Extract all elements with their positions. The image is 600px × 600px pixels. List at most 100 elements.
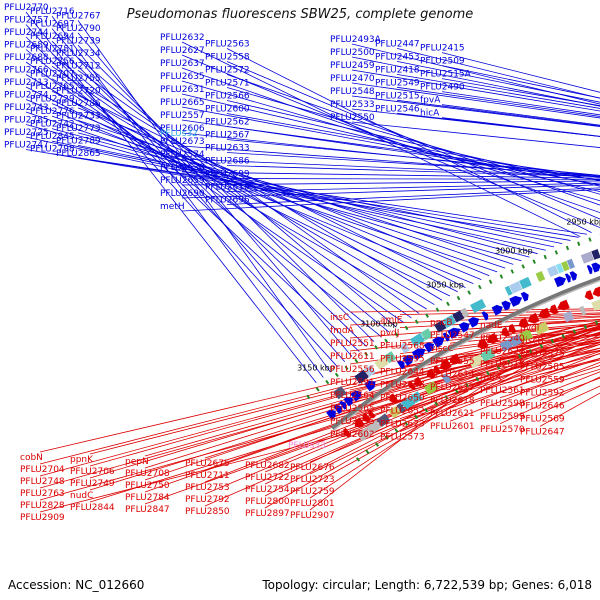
gene-label: PFLU2574: [160, 150, 205, 160]
gene-label: PFLU2675: [185, 459, 230, 469]
gene-label: metH: [160, 202, 185, 212]
gene-label: PFLU2774: [4, 91, 49, 101]
gene-label: PFLU2447: [375, 39, 420, 49]
gene-label: PFLU2637: [160, 59, 205, 69]
gene-feature: [534, 321, 550, 335]
leader-line: [77, 32, 353, 357]
gene-label: PFLU2750: [125, 481, 170, 491]
leader-line: [441, 52, 600, 93]
rna-label-forward: PFLUs32: [160, 129, 198, 139]
leader-line: [226, 113, 600, 182]
gene-feature: [411, 348, 426, 360]
leader-line: [51, 103, 482, 280]
gene-label: PFLU2558: [205, 53, 250, 63]
leader-line: [51, 65, 412, 319]
gene-label: PFLU2690: [160, 189, 205, 199]
gene-feature: [518, 317, 530, 329]
gene-feature: [591, 299, 600, 312]
gene-feature: [564, 273, 571, 283]
gene-label: PFLU2614: [430, 370, 475, 380]
leader-line: [539, 385, 600, 414]
gene-feature: [376, 413, 391, 427]
gene-feature: [508, 323, 517, 334]
gene-feature: [433, 365, 442, 375]
gene-feature: [554, 276, 567, 288]
gene-label: PFLU2623: [380, 420, 425, 430]
gene-label: PFLU2599: [480, 412, 525, 422]
leader-line: [25, 99, 474, 284]
leader-line: [499, 371, 600, 412]
gene-label: PFLU2659: [160, 176, 205, 186]
gene-feature: [410, 391, 423, 404]
gene-label: PFLU2598: [480, 399, 525, 409]
gene-feature: [549, 304, 559, 315]
gene-label: PFLU2748: [20, 477, 65, 487]
gene-label: PFLU2568: [380, 342, 425, 352]
gene-feature: [499, 338, 514, 352]
leader-line: [39, 320, 600, 465]
leader-line: [89, 344, 560, 491]
leader-line: [181, 132, 600, 178]
gene-feature: [396, 360, 405, 370]
leader-line: [51, 40, 367, 347]
leader-line: [226, 100, 600, 187]
gene-label: PFLU2767: [56, 11, 101, 21]
leader-line: [25, 61, 405, 323]
leader-line: [77, 107, 490, 277]
gene-label: PFLU2459: [330, 61, 375, 71]
leader-line: [309, 404, 447, 511]
leader-line: [499, 376, 600, 425]
leader-line: [181, 180, 600, 186]
gene-feature: [562, 310, 575, 323]
gene-label: PFLU2756: [30, 57, 75, 67]
leader-line: [181, 158, 600, 177]
gene-label: PFLU2713: [4, 78, 49, 88]
leader-line: [181, 171, 600, 179]
gene-feature: [535, 270, 546, 282]
gene-label: pvdI: [520, 323, 539, 333]
gene-feature: [477, 338, 489, 349]
gene-label: PFLU2755: [56, 74, 101, 84]
gene-label: PFLU2790: [56, 24, 101, 34]
gene-label: PFLU2785: [4, 116, 49, 126]
gene-label: PFLU2540: [480, 334, 525, 344]
leader-line: [309, 366, 514, 499]
gene-label: PFLU2533: [330, 100, 375, 110]
gene-feature: [333, 385, 347, 400]
gene-feature: [441, 373, 452, 384]
gene-label: PFLU2562: [205, 118, 250, 128]
gene-label: PFLU2733: [56, 111, 101, 121]
leader-line: [441, 78, 600, 107]
gene-label: pepN: [125, 457, 149, 467]
map-title: Pseudomonas fluorescens SBW25, complete …: [126, 7, 474, 22]
gene-label: PFLU2493A: [330, 35, 382, 45]
gene-feature: [399, 342, 410, 354]
gene-feature: [326, 409, 336, 420]
leader-line: [89, 323, 600, 455]
gene-label: PFLU2551: [330, 339, 375, 349]
gene-label: PFLU2592: [520, 388, 565, 398]
gene-label: PFLU2673: [160, 137, 205, 147]
gene-feature: [486, 332, 499, 344]
leader-line: [226, 165, 600, 178]
leader-line: [89, 378, 491, 503]
leader-line: [499, 342, 600, 360]
gene-label: PFLU2570: [480, 425, 525, 435]
leader-line: [181, 106, 600, 186]
leader-line: [349, 328, 600, 365]
gene-label: PFLU2682: [245, 461, 290, 471]
gene-label: PFLU2747: [4, 141, 49, 151]
gene-feature-tracks: [306, 233, 600, 462]
gene-label: PFLU2631: [160, 85, 205, 95]
gene-feature: [426, 368, 437, 379]
gene-feature: [509, 281, 523, 294]
gene-label: PFLU2600: [205, 105, 250, 115]
leader-line: [25, 149, 571, 241]
gene-label: PFLU2601: [430, 422, 475, 432]
leader-line: [25, 124, 522, 262]
gene-feature: [519, 329, 533, 343]
gene-feature: [449, 353, 462, 365]
gene-label: PFLU2509: [420, 57, 465, 67]
leader-line: [226, 48, 592, 234]
gene-label: PFLU2566: [205, 92, 250, 102]
